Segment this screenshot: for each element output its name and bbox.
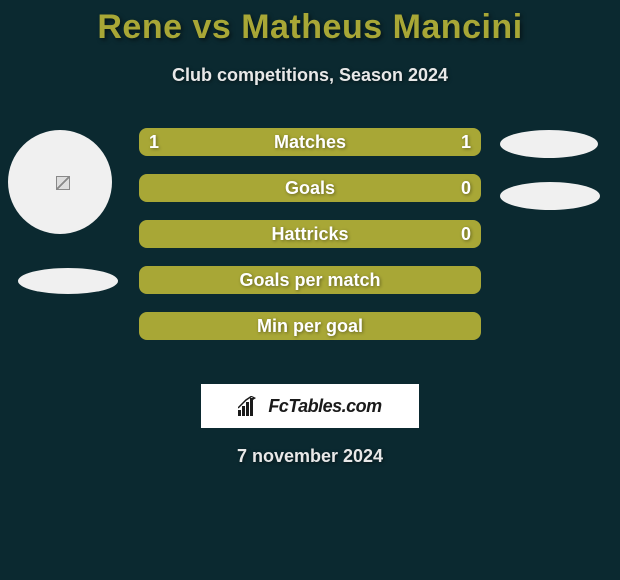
stat-row-matches: 1 Matches 1 [139, 128, 481, 156]
stat-label: Goals [285, 178, 335, 199]
player-right-shadow [500, 182, 600, 210]
broken-image-icon [56, 176, 70, 190]
stat-label: Min per goal [257, 316, 363, 337]
stat-value-right: 1 [461, 132, 471, 153]
stats-area: 1 Matches 1 Goals 0 Hattricks 0 Goals pe… [0, 128, 620, 368]
player-left-column [8, 130, 118, 294]
stat-rows: 1 Matches 1 Goals 0 Hattricks 0 Goals pe… [139, 128, 481, 340]
player-right-column [500, 130, 600, 210]
stat-row-min-per-goal: Min per goal [139, 312, 481, 340]
subtitle: Club competitions, Season 2024 [0, 65, 620, 86]
date-text: 7 november 2024 [0, 446, 620, 467]
stat-row-hattricks: Hattricks 0 [139, 220, 481, 248]
stat-row-goals-per-match: Goals per match [139, 266, 481, 294]
branding-text: FcTables.com [268, 396, 381, 417]
player-left-avatar [8, 130, 112, 234]
stat-label: Matches [274, 132, 346, 153]
branding-chart-icon [238, 396, 262, 416]
player-right-avatar [500, 130, 598, 158]
stat-row-goals: Goals 0 [139, 174, 481, 202]
stat-value-right: 0 [461, 178, 471, 199]
player-left-shadow [18, 268, 118, 294]
stat-label: Hattricks [271, 224, 348, 245]
stat-value-left: 1 [149, 132, 159, 153]
branding-badge: FcTables.com [201, 384, 419, 428]
page-title: Rene vs Matheus Mancini [0, 8, 620, 47]
stat-value-right: 0 [461, 224, 471, 245]
stat-label: Goals per match [239, 270, 380, 291]
